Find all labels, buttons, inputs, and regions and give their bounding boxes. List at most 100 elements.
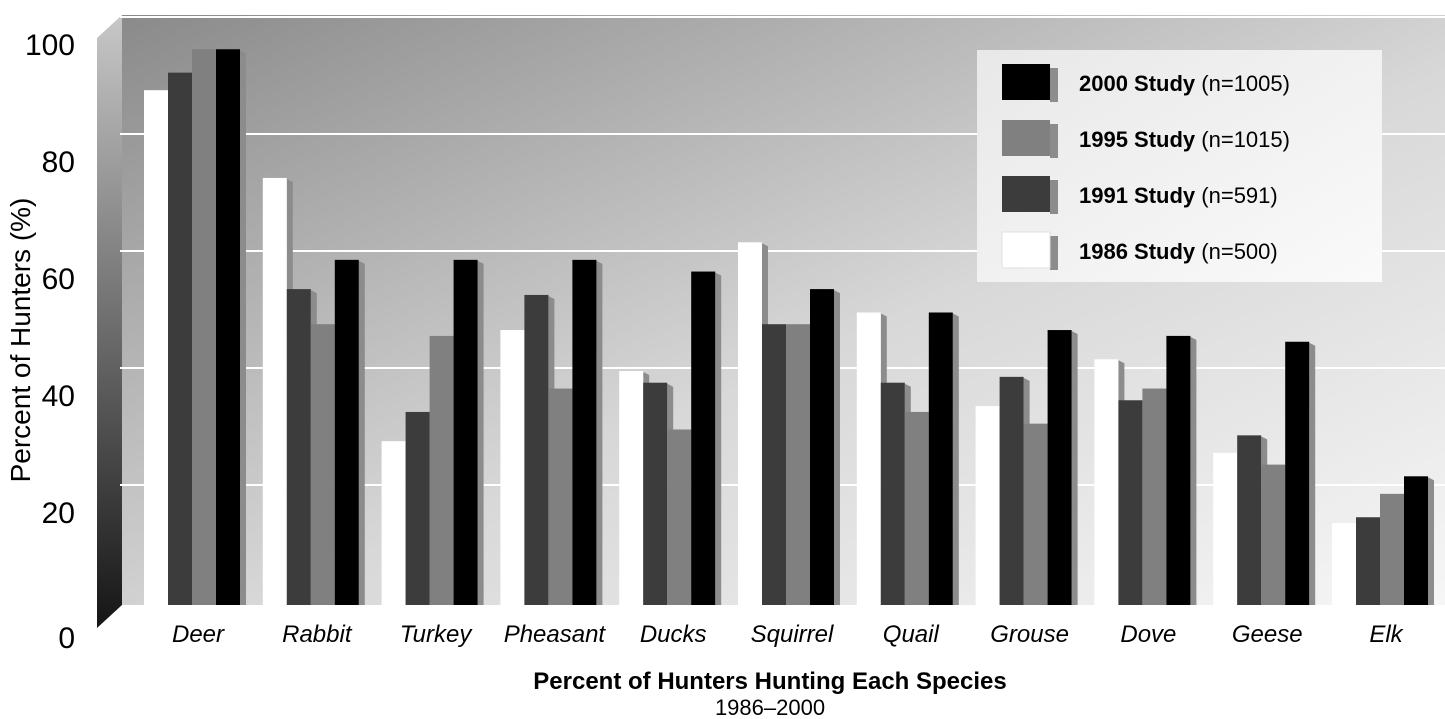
legend-label: 1991 Study (n=591) (1079, 183, 1278, 208)
bar-1986-study-squirrel (738, 242, 762, 606)
bar-2000-study-turkey (453, 259, 478, 605)
bars (144, 49, 1434, 606)
bar-1986-study-rabbit (262, 177, 287, 605)
bar-1995-study-squirrel (786, 324, 810, 605)
bar-group-geese (1213, 341, 1316, 605)
bar-shadow (1071, 331, 1078, 605)
y-tick-label: 40 (42, 380, 75, 413)
bar-1995-study-ducks (667, 429, 692, 605)
bar-2000-study-ducks (691, 271, 716, 605)
x-tick-label: Dove (1120, 621, 1176, 648)
bar-2000-study-rabbit (334, 259, 359, 605)
bar-1995-study-geese (1261, 464, 1286, 605)
bar-1986-study-dove (1094, 359, 1119, 605)
bar-1986-study-pheasant (500, 330, 525, 605)
y-tick-label: 20 (42, 497, 75, 530)
bar-shadow (1190, 336, 1197, 605)
chart-subtitle: 1986–2000 (715, 695, 825, 719)
bar-shadow (834, 290, 840, 605)
bar-group-quail (856, 312, 959, 605)
y-tick-label: 80 (42, 146, 75, 179)
legend-swatch (1001, 231, 1051, 269)
bar-group-dove (1094, 335, 1197, 605)
bar-group-pheasant (500, 259, 603, 605)
bar-2000-study-elk (1404, 476, 1428, 605)
bar-1986-study-geese (1213, 452, 1238, 605)
bar-2000-study-pheasant (572, 259, 597, 605)
x-tick-label: Deer (172, 621, 225, 648)
bar-1986-study-elk (1332, 523, 1356, 605)
bar-1986-study-turkey (381, 441, 406, 605)
bar-group-ducks (619, 271, 722, 605)
y-axis-label: Percent of Hunters (%) (5, 198, 36, 483)
y-tick-label: 100 (25, 29, 75, 62)
bar-group-grouse (975, 330, 1078, 605)
bar-1995-study-grouse (1023, 423, 1048, 605)
legend-swatch-shadow (1050, 236, 1058, 270)
legend-swatch (1002, 64, 1050, 100)
bar-1991-study-rabbit (286, 289, 311, 605)
bar-1995-study-deer (192, 49, 216, 605)
bar-shadow (715, 272, 722, 605)
bar-shadow (1309, 342, 1316, 605)
bar-1986-study-deer (144, 90, 168, 605)
legend-swatch-shadow (1050, 124, 1058, 158)
legend-label: 1995 Study (n=1015) (1079, 127, 1290, 152)
bar-1995-study-pheasant (548, 388, 573, 605)
x-tick-label: Elk (1369, 621, 1404, 648)
bar-2000-study-geese (1285, 341, 1310, 605)
legend-swatch (1002, 176, 1050, 212)
bar-group-rabbit (262, 177, 365, 605)
x-tick-label: Geese (1232, 621, 1303, 648)
bar-group-elk (1332, 476, 1434, 605)
legend-swatch-shadow (1050, 180, 1058, 214)
bar-shadow (596, 260, 603, 605)
chart-title: Percent of Hunters Hunting Each Species (533, 668, 1006, 695)
bar-1995-study-dove (1142, 388, 1167, 605)
legend-swatch-shadow (1050, 68, 1058, 102)
bar-1986-study-grouse (975, 406, 1000, 605)
bar-1991-study-deer (168, 72, 192, 605)
bar-1991-study-squirrel (762, 324, 786, 605)
legend-label: 1986 Study (n=500) (1079, 239, 1278, 264)
bar-1995-study-elk (1380, 493, 1404, 605)
legend-label: 2000 Study (n=1005) (1079, 71, 1290, 96)
x-axis-ticks: Deer Rabbit Turkey Pheasant Ducks Squirrel Qua… (172, 621, 1405, 648)
bar-1991-study-pheasant (524, 294, 549, 605)
bar-shadow (240, 50, 246, 605)
bar-shadow (358, 260, 365, 605)
bar-2000-study-quail (928, 312, 953, 605)
bar-2000-study-squirrel (810, 289, 834, 605)
bar-shadow (1428, 477, 1434, 605)
x-tick-label: Quail (883, 621, 940, 648)
plot-side-wall (97, 15, 122, 628)
bar-2000-study-dove (1166, 335, 1191, 605)
bar-1991-study-elk (1356, 517, 1380, 605)
legend-item: 1991 Study (n=591) (1002, 176, 1278, 214)
bar-2000-study-deer (216, 49, 240, 605)
bar-1991-study-quail (880, 382, 905, 605)
y-axis-ticks: 0 20 40 60 80 100 (25, 29, 75, 655)
bar-1986-study-quail (856, 312, 881, 605)
bar-shadow (477, 260, 484, 605)
x-tick-label: Ducks (640, 621, 707, 648)
bar-shadow (952, 313, 959, 605)
x-tick-label: Grouse (990, 621, 1069, 648)
bar-1986-study-ducks (619, 371, 644, 605)
legend-item: 1986 Study (n=500) (1001, 231, 1278, 270)
x-tick-label: Squirrel (751, 621, 834, 648)
bar-group-turkey (381, 259, 484, 605)
x-tick-label: Rabbit (282, 621, 353, 648)
bar-1991-study-dove (1118, 400, 1143, 605)
legend-item: 2000 Study (n=1005) (1002, 64, 1290, 102)
bar-1991-study-grouse (999, 376, 1024, 605)
y-tick-label: 60 (42, 263, 75, 296)
x-tick-label: Pheasant (504, 621, 607, 648)
legend: 2000 Study (n=1005) 1995 Study (n=1015) 19… (977, 50, 1382, 282)
bar-2000-study-grouse (1047, 330, 1072, 605)
bar-1991-study-turkey (405, 411, 430, 605)
legend-swatch (1002, 120, 1050, 156)
bar-1991-study-geese (1237, 435, 1262, 605)
bar-group-deer (144, 49, 246, 605)
